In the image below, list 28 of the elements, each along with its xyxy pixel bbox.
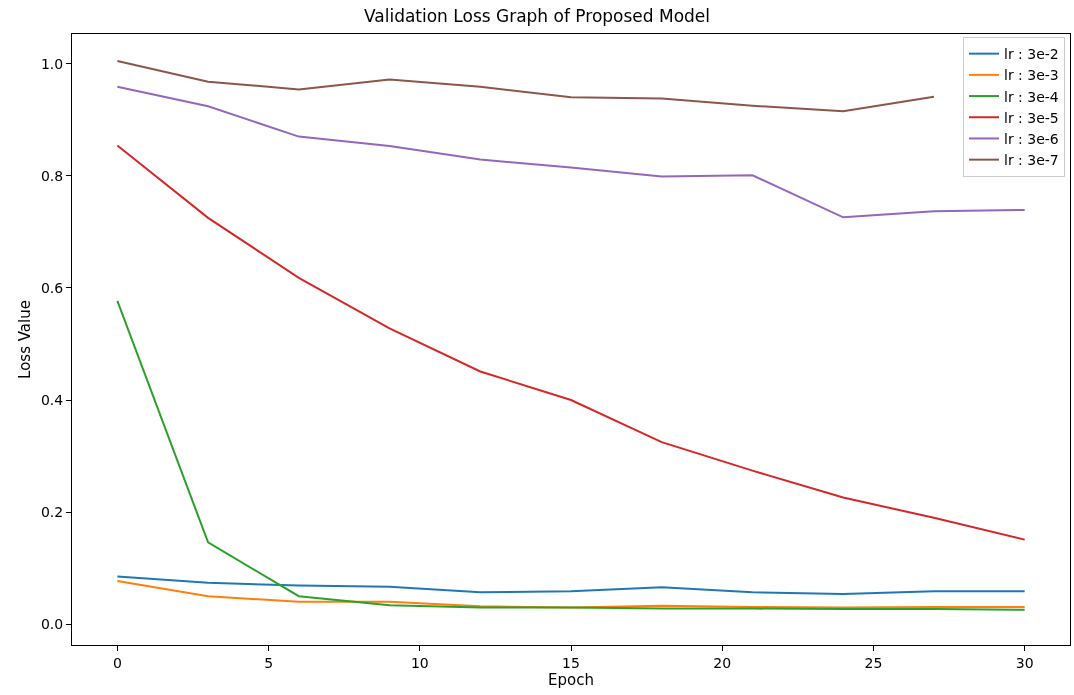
line-series <box>116 580 1026 609</box>
x-tick-label: 10 <box>410 654 429 671</box>
line-series <box>116 575 1026 595</box>
y-tick-label: 0.0 <box>40 616 64 633</box>
legend-label: lr : 3e-6 <box>1004 130 1059 147</box>
y-tick-label: 0.8 <box>40 167 64 184</box>
line-series <box>116 299 1026 611</box>
x-tick-label: 30 <box>1015 654 1034 671</box>
x-tick-label: 25 <box>864 654 883 671</box>
chart-title: Validation Loss Graph of Proposed Model <box>363 6 711 27</box>
line-series <box>116 144 1026 541</box>
line-series <box>116 59 935 113</box>
x-tick-label: 0 <box>112 654 122 671</box>
legend-label: lr : 3e-3 <box>1004 67 1059 84</box>
x-tick-label: 20 <box>713 654 732 671</box>
y-tick-label: 0.4 <box>40 391 64 408</box>
legend-label: lr : 3e-5 <box>1004 109 1059 126</box>
legend-label: lr : 3e-2 <box>1004 46 1059 63</box>
x-axis-title: Epoch <box>548 670 594 689</box>
legend-label: lr : 3e-7 <box>1004 152 1059 169</box>
x-tick-label: 5 <box>264 654 274 671</box>
y-tick-label: 0.2 <box>40 504 64 521</box>
y-tick-label: 0.6 <box>40 279 64 296</box>
x-tick-label: 15 <box>562 654 580 671</box>
y-axis-title: Loss Value <box>16 300 35 379</box>
legend-label: lr : 3e-4 <box>1004 88 1059 105</box>
line-series <box>116 85 1026 219</box>
y-tick-label: 1.0 <box>40 55 64 72</box>
